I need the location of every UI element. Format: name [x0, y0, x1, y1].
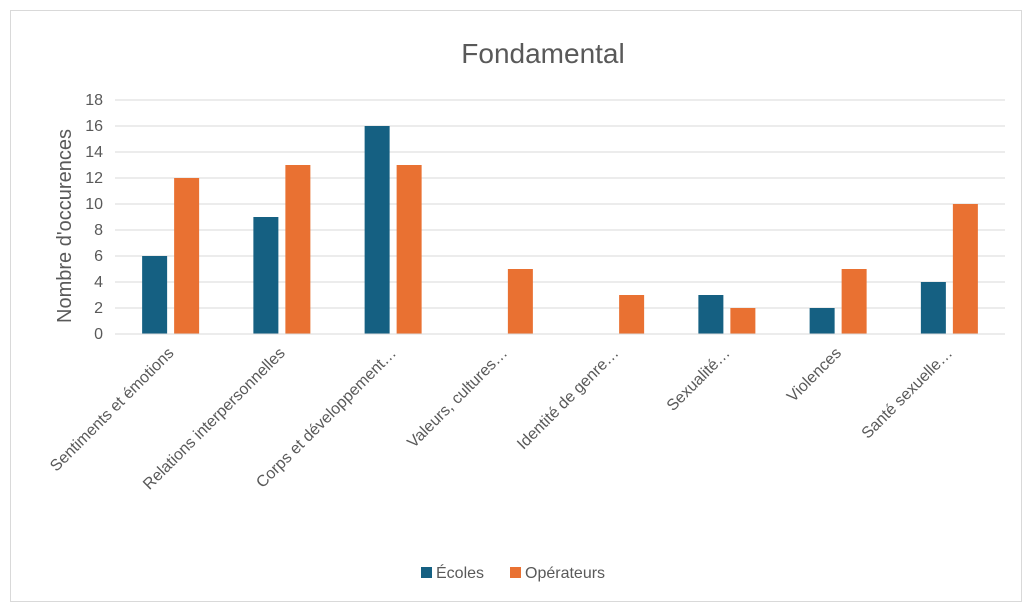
bar-chart: 0 2 4 6 8 10 12 14 16 18 Sentiments et émotionsRe… — [47, 38, 1005, 582]
legend-label: Opérateurs — [525, 565, 605, 582]
gridlines — [115, 99, 1005, 309]
chart-frame: 0 2 4 6 8 10 12 14 16 18 Sentiments et émotions Re… — [10, 10, 1022, 602]
y-tick-label: 6 — [94, 248, 103, 265]
bar-operateurs — [952, 204, 978, 334]
bar-operateurs — [619, 295, 645, 334]
y-tick-label: 12 — [85, 170, 103, 187]
legend-swatch — [510, 567, 521, 578]
legend: Écoles Opérateurs — [421, 563, 605, 582]
y-tick-label: 2 — [94, 300, 103, 317]
bar-ecoles — [698, 295, 724, 334]
bar-operateurs — [396, 165, 422, 334]
y-axis-ticks: 0 2 4 6 8 10 12 14 16 18 — [85, 92, 103, 343]
chart-title: Fondamental — [461, 38, 624, 69]
y-axis-label: Nombre d'occurences — [54, 129, 76, 323]
y-tick-label: 8 — [94, 222, 103, 239]
bar-operateurs — [841, 269, 867, 334]
bar-operateurs — [507, 269, 533, 334]
x-category-label: Santé sexuelle… — [859, 345, 957, 443]
bar-ecoles — [253, 217, 279, 334]
x-category-label: Identité de genre… — [514, 345, 622, 453]
bar-ecoles — [920, 282, 946, 334]
x-category-label: Valeurs, cultures… — [404, 345, 511, 452]
bar-ecoles — [142, 256, 168, 334]
x-category-label: Sexualité… — [664, 345, 734, 415]
x-category-label: Violences — [784, 345, 845, 406]
legend-label: Écoles — [436, 563, 484, 582]
y-tick-label: 18 — [85, 92, 103, 109]
y-tick-label: 10 — [85, 196, 103, 213]
bars — [142, 126, 978, 334]
legend-swatch — [421, 567, 432, 578]
bar-operateurs — [730, 308, 756, 334]
bar-operateurs — [285, 165, 311, 334]
y-tick-label: 16 — [85, 118, 103, 135]
y-tick-label: 14 — [85, 144, 103, 161]
y-tick-label: 0 — [94, 326, 103, 343]
bar-ecoles — [364, 126, 390, 334]
x-category-label: Sentiments et émotions — [47, 345, 177, 475]
bar-ecoles — [809, 308, 835, 334]
bar-operateurs — [174, 178, 200, 334]
y-tick-label: 4 — [94, 274, 103, 291]
